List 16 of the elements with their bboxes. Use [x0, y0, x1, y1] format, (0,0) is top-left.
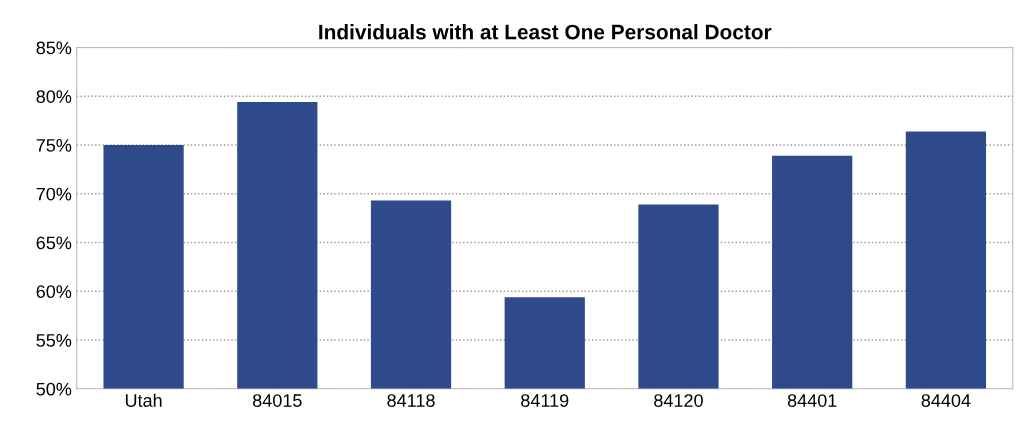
y-tick-label: 70%: [36, 187, 72, 201]
y-tick-label: 75%: [36, 139, 72, 152]
x-tick-label: 84118: [387, 394, 435, 407]
x-tick-label: 84119: [521, 394, 569, 407]
y-tick-label: 85%: [36, 41, 72, 55]
x-tick-label: 84401: [787, 394, 837, 407]
chart-title: Individuals with at Least One Personal Doctor: [319, 24, 772, 40]
y-tick-label: 55%: [36, 334, 72, 347]
x-tick-label: 84015: [252, 394, 302, 407]
y-tick-label: 65%: [36, 236, 72, 250]
x-tick-label: Utah: [125, 393, 162, 407]
y-tick-label: 50%: [36, 382, 72, 396]
x-tick-label: 84120: [654, 394, 703, 407]
x-tick-label: 84404: [921, 394, 971, 407]
y-tick-label: 60%: [36, 285, 72, 299]
y-tick-label: 80%: [36, 90, 72, 103]
